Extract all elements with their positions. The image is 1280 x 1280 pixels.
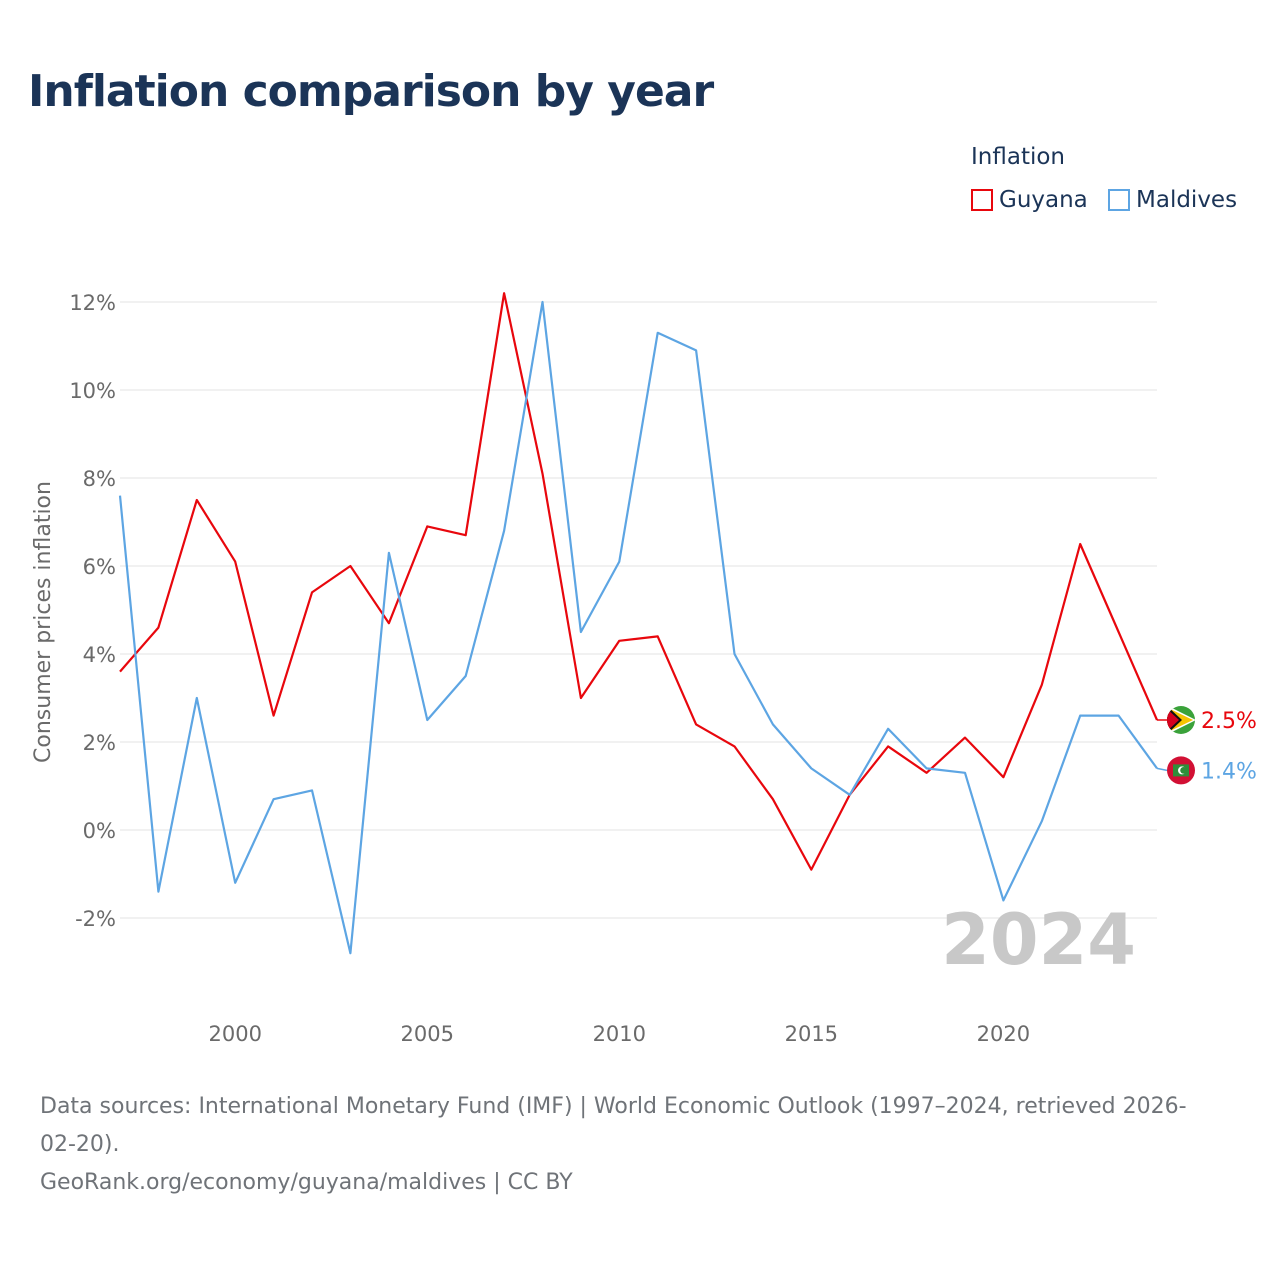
data-point-guyana bbox=[1116, 629, 1122, 635]
data-point-maldives bbox=[962, 770, 968, 776]
x-tick-label: 2000 bbox=[208, 1022, 261, 1046]
series-line-maldives bbox=[118, 300, 1158, 955]
data-point-maldives bbox=[1116, 713, 1122, 719]
data-point-maldives bbox=[117, 493, 123, 499]
data-point-guyana bbox=[1039, 682, 1045, 688]
data-point-maldives bbox=[386, 550, 392, 556]
data-point-maldives bbox=[808, 765, 814, 771]
data-point-guyana bbox=[117, 669, 123, 675]
end-label-guyana: 2.5% bbox=[1201, 709, 1257, 734]
y-tick-label: 6% bbox=[83, 555, 116, 579]
data-point-maldives bbox=[271, 796, 277, 802]
data-point-guyana bbox=[732, 743, 738, 749]
y-tick-label: 8% bbox=[83, 467, 116, 491]
data-point-maldives bbox=[770, 721, 776, 727]
data-point-maldives bbox=[539, 299, 545, 305]
data-point-guyana bbox=[539, 471, 545, 477]
data-point-guyana bbox=[194, 497, 200, 503]
y-axis-label: Consumer prices inflation bbox=[31, 481, 56, 763]
data-point-maldives bbox=[347, 950, 353, 956]
data-point-maldives bbox=[924, 765, 930, 771]
data-point-guyana bbox=[1077, 541, 1083, 547]
data-point-guyana bbox=[655, 633, 661, 639]
y-tick-label: -2% bbox=[75, 907, 116, 931]
data-point-maldives bbox=[463, 673, 469, 679]
data-point-maldives bbox=[578, 629, 584, 635]
y-tick-label: 10% bbox=[69, 379, 116, 403]
data-point-maldives bbox=[1077, 713, 1083, 719]
data-point-guyana bbox=[616, 638, 622, 644]
end-label-maldives: 1.4% bbox=[1201, 759, 1257, 784]
legend-swatch-guyana bbox=[971, 189, 993, 211]
data-point-maldives bbox=[194, 695, 200, 701]
data-point-guyana bbox=[1000, 774, 1006, 780]
legend-label-guyana: Guyana bbox=[999, 187, 1088, 213]
data-point-maldives bbox=[655, 330, 661, 336]
data-point-maldives bbox=[732, 651, 738, 657]
data-point-guyana bbox=[309, 589, 315, 595]
data-point-guyana bbox=[271, 713, 277, 719]
data-point-guyana bbox=[885, 743, 891, 749]
legend-label-maldives: Maldives bbox=[1136, 187, 1238, 213]
y-tick-label: 12% bbox=[69, 291, 116, 315]
data-point-guyana bbox=[693, 721, 699, 727]
x-tick-label: 2015 bbox=[785, 1022, 838, 1046]
data-point-maldives bbox=[616, 559, 622, 565]
maldives-flag-crescent-cut bbox=[1180, 767, 1187, 774]
data-point-guyana bbox=[962, 735, 968, 741]
data-point-maldives bbox=[232, 880, 238, 886]
y-tick-label: 0% bbox=[83, 819, 116, 843]
x-tick-label: 2020 bbox=[977, 1022, 1030, 1046]
data-point-guyana bbox=[770, 796, 776, 802]
sources-line-3[interactable]: GeoRank.org/economy/guyana/maldives | CC… bbox=[40, 1170, 573, 1195]
sources-line-1: Data sources: International Monetary Fun… bbox=[40, 1094, 1187, 1119]
guyana-flag-icon bbox=[1167, 706, 1195, 734]
year-label: 2024 bbox=[941, 899, 1136, 981]
data-point-maldives bbox=[1039, 818, 1045, 824]
y-tick-label: 2% bbox=[83, 731, 116, 755]
data-point-maldives bbox=[155, 889, 161, 895]
data-point-guyana bbox=[808, 867, 814, 873]
data-point-guyana bbox=[232, 559, 238, 565]
data-point-maldives bbox=[309, 787, 315, 793]
data-point-maldives bbox=[1000, 897, 1006, 903]
connector-maldives bbox=[1156, 767, 1168, 772]
data-point-guyana bbox=[501, 290, 507, 296]
sources-line-2: 02-20). bbox=[40, 1132, 120, 1157]
data-point-guyana bbox=[386, 620, 392, 626]
data-point-guyana bbox=[347, 563, 353, 569]
line-chart: -2% 0% 2% 4% 6% 8% 10% 12% 2000 2005 2010 2015 2020 C… bbox=[31, 290, 1257, 1046]
data-point-maldives bbox=[847, 792, 853, 798]
y-tick-label: 4% bbox=[83, 643, 116, 667]
x-tick-label: 2005 bbox=[401, 1022, 454, 1046]
data-point-guyana bbox=[424, 523, 430, 529]
data-point-maldives bbox=[885, 726, 891, 732]
data-point-guyana bbox=[578, 695, 584, 701]
legend-title: Inflation bbox=[971, 144, 1065, 170]
chart-title: Inflation comparison by year bbox=[28, 66, 714, 117]
legend-item-maldives[interactable]: Maldives bbox=[1108, 186, 1237, 214]
data-point-guyana bbox=[155, 625, 161, 631]
legend-item-guyana[interactable]: Guyana bbox=[971, 186, 1088, 214]
data-point-guyana bbox=[463, 532, 469, 538]
data-point-maldives bbox=[424, 717, 430, 723]
x-tick-label: 2010 bbox=[593, 1022, 646, 1046]
series-line-guyana bbox=[119, 292, 1159, 871]
data-point-maldives bbox=[693, 347, 699, 353]
legend-swatch-maldives bbox=[1108, 189, 1130, 211]
data-sources: Data sources: International Monetary Fun… bbox=[40, 1088, 1260, 1202]
data-point-maldives bbox=[501, 528, 507, 534]
